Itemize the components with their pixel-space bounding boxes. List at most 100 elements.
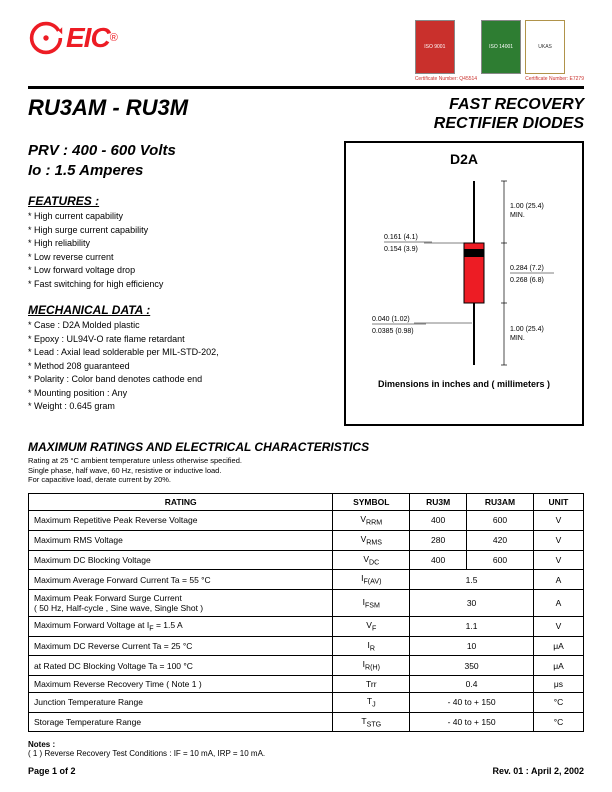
ratings-condition-line: Single phase, half wave, 60 Hz, resistiv…: [28, 466, 584, 476]
notes-list: ( 1 ) Reverse Recovery Test Conditions :…: [28, 749, 584, 758]
value-cell: 400: [410, 550, 467, 570]
value-cell: - 40 to + 150: [410, 692, 534, 712]
value-cell: 1.5: [410, 570, 534, 590]
mechanical-item: Lead : Axial lead solderable per MIL-STD…: [28, 346, 332, 360]
symbol-cell: TSTG: [333, 712, 410, 732]
value-cell: 30: [410, 589, 534, 616]
value-cell: 10: [410, 636, 534, 656]
value-cell: 1.1: [410, 616, 534, 636]
ratings-title: MAXIMUM RATINGS AND ELECTRICAL CHARACTER…: [28, 440, 584, 454]
mechanical-item: Mounting position : Any: [28, 387, 332, 401]
spec-io: Io : 1.5 Amperes: [28, 161, 332, 181]
table-row: Maximum Reverse Recovery Time ( Note 1 )…: [29, 675, 584, 692]
spec-prv: PRV : 400 - 600 Volts: [28, 141, 332, 161]
part-title: RU3AM - RU3M: [28, 95, 188, 121]
product-name: FAST RECOVERY RECTIFIER DIODES: [434, 95, 584, 133]
unit-cell: V: [533, 550, 583, 570]
ratings-conditions: Rating at 25 °C ambient temperature unle…: [28, 456, 584, 485]
col-rating: RATING: [29, 494, 333, 511]
table-row: Maximum RMS VoltageVRMS280420V: [29, 530, 584, 550]
unit-cell: A: [533, 570, 583, 590]
value-cell: - 40 to + 150: [410, 712, 534, 732]
symbol-cell: Trr: [333, 675, 410, 692]
ratings-condition-line: For capacitive load, derate current by 2…: [28, 475, 584, 485]
cert-number: Certificate Number: Q45514: [415, 76, 477, 82]
logo: EIC ®: [28, 20, 118, 56]
mechanical-heading: MECHANICAL DATA :: [28, 303, 332, 317]
ratings-condition-line: Rating at 25 °C ambient temperature unle…: [28, 456, 584, 466]
svg-text:0.268 (6.8): 0.268 (6.8): [510, 277, 544, 284]
table-row: Junction Temperature RangeTJ- 40 to + 15…: [29, 692, 584, 712]
col-symbol: SYMBOL: [333, 494, 410, 511]
svg-text:0.284 (7.2): 0.284 (7.2): [510, 265, 544, 272]
page-number: Page 1 of 2: [28, 766, 76, 776]
value-cell: 280: [410, 530, 467, 550]
symbol-cell: TJ: [333, 692, 410, 712]
symbol-cell: VF: [333, 616, 410, 636]
value-cell: 600: [467, 511, 534, 531]
unit-cell: μA: [533, 636, 583, 656]
table-row: Maximum Peak Forward Surge Current( 50 H…: [29, 589, 584, 616]
footnote-item: ( 1 ) Reverse Recovery Test Conditions :…: [28, 749, 584, 758]
diagram-caption: Dimensions in inches and ( millimeters ): [354, 379, 574, 389]
value-cell: 400: [410, 511, 467, 531]
notes-heading: Notes :: [28, 740, 584, 749]
unit-cell: V: [533, 616, 583, 636]
cert-badge: ISO 14001: [481, 20, 521, 74]
value-cell: 0.4: [410, 675, 534, 692]
ratings-table: RATING SYMBOL RU3M RU3AM UNIT Maximum Re…: [28, 493, 584, 732]
mechanical-item: Case : D2A Molded plastic: [28, 319, 332, 333]
unit-cell: °C: [533, 692, 583, 712]
feature-item: Low forward voltage drop: [28, 264, 332, 278]
value-cell: 420: [467, 530, 534, 550]
cert-badge: UKAS: [525, 20, 565, 74]
diagram-title: D2A: [354, 151, 574, 167]
features-heading: FEATURES :: [28, 194, 332, 208]
feature-item: Fast switching for high efficiency: [28, 278, 332, 292]
divider: [28, 86, 584, 89]
logo-text: EIC: [66, 22, 110, 54]
table-row: Maximum DC Blocking VoltageVDC400600V: [29, 550, 584, 570]
col-ru3m: RU3M: [410, 494, 467, 511]
table-row: Maximum Average Forward Current Ta = 55 …: [29, 570, 584, 590]
feature-item: High current capability: [28, 210, 332, 224]
rating-name-cell: Junction Temperature Range: [29, 692, 333, 712]
svg-text:MIN.: MIN.: [510, 335, 525, 342]
specs: PRV : 400 - 600 Volts Io : 1.5 Amperes: [28, 141, 332, 180]
feature-item: High reliability: [28, 237, 332, 251]
rating-name-cell: Storage Temperature Range: [29, 712, 333, 732]
mechanical-item: Method 208 guaranteed: [28, 360, 332, 374]
col-ru3am: RU3AM: [467, 494, 534, 511]
svg-text:0.154 (3.9): 0.154 (3.9): [384, 246, 418, 253]
unit-cell: V: [533, 511, 583, 531]
svg-text:0.0385 (0.98): 0.0385 (0.98): [372, 328, 414, 335]
col-unit: UNIT: [533, 494, 583, 511]
diode-drawing: 1.00 (25.4) MIN. 0.284 (7.2) 0.268 (6.8)…: [354, 173, 574, 373]
symbol-cell: IFSM: [333, 589, 410, 616]
mechanical-list: Case : D2A Molded plasticEpoxy : UL94V-O…: [28, 319, 332, 414]
unit-cell: V: [533, 530, 583, 550]
symbol-cell: IR: [333, 636, 410, 656]
rating-name-cell: Maximum Peak Forward Surge Current( 50 H…: [29, 589, 333, 616]
table-row: at Rated DC Blocking Voltage Ta = 100 °C…: [29, 656, 584, 676]
cert-badges: ISO 9001Certificate Number: Q45514ISO 14…: [415, 20, 584, 82]
svg-text:1.00 (25.4): 1.00 (25.4): [510, 203, 544, 210]
footer: Page 1 of 2 Rev. 01 : April 2, 2002: [28, 766, 584, 776]
title-row: RU3AM - RU3M FAST RECOVERY RECTIFIER DIO…: [28, 95, 584, 133]
value-cell: 600: [467, 550, 534, 570]
logo-icon: [28, 20, 64, 56]
revision: Rev. 01 : April 2, 2002: [492, 766, 584, 776]
product-line1: FAST RECOVERY: [434, 95, 584, 114]
svg-text:0.161 (4.1): 0.161 (4.1): [384, 234, 418, 241]
table-row: Maximum Repetitive Peak Reverse Voltage V…: [29, 511, 584, 531]
ratings-tbody: Maximum Repetitive Peak Reverse VoltageV…: [29, 511, 584, 732]
symbol-cell: VRMS: [333, 530, 410, 550]
features-list: High current capabilityHigh surge curren…: [28, 210, 332, 291]
table-row: Maximum DC Reverse Current Ta = 25 °CIR1…: [29, 636, 584, 656]
rating-name-cell: Maximum Repetitive Peak Reverse Voltage: [29, 511, 333, 531]
table-header-row: RATING SYMBOL RU3M RU3AM UNIT: [29, 494, 584, 511]
product-line2: RECTIFIER DIODES: [434, 114, 584, 133]
rating-name-cell: Maximum DC Blocking Voltage: [29, 550, 333, 570]
rating-name-cell: Maximum Average Forward Current Ta = 55 …: [29, 570, 333, 590]
rating-name-cell: Maximum Forward Voltage at IF = 1.5 A: [29, 616, 333, 636]
